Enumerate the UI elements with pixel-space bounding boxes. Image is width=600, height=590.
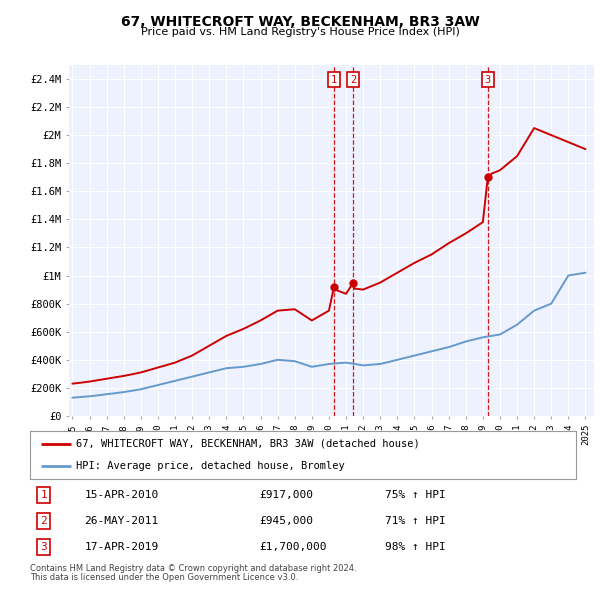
- Text: 1: 1: [331, 75, 337, 85]
- Text: 3: 3: [40, 542, 47, 552]
- Text: 15-APR-2010: 15-APR-2010: [85, 490, 159, 500]
- Text: 3: 3: [485, 75, 491, 85]
- Text: £1,700,000: £1,700,000: [259, 542, 327, 552]
- Text: HPI: Average price, detached house, Bromley: HPI: Average price, detached house, Brom…: [76, 461, 345, 471]
- Text: 67, WHITECROFT WAY, BECKENHAM, BR3 3AW: 67, WHITECROFT WAY, BECKENHAM, BR3 3AW: [121, 15, 479, 29]
- Text: 2: 2: [350, 75, 356, 85]
- Text: Price paid vs. HM Land Registry's House Price Index (HPI): Price paid vs. HM Land Registry's House …: [140, 27, 460, 37]
- Text: 1: 1: [40, 490, 47, 500]
- Text: 67, WHITECROFT WAY, BECKENHAM, BR3 3AW (detached house): 67, WHITECROFT WAY, BECKENHAM, BR3 3AW (…: [76, 439, 420, 449]
- Text: 75% ↑ HPI: 75% ↑ HPI: [385, 490, 446, 500]
- Text: 26-MAY-2011: 26-MAY-2011: [85, 516, 159, 526]
- Text: £945,000: £945,000: [259, 516, 313, 526]
- Text: £917,000: £917,000: [259, 490, 313, 500]
- Text: 71% ↑ HPI: 71% ↑ HPI: [385, 516, 446, 526]
- Text: This data is licensed under the Open Government Licence v3.0.: This data is licensed under the Open Gov…: [30, 573, 298, 582]
- Text: 98% ↑ HPI: 98% ↑ HPI: [385, 542, 446, 552]
- Text: Contains HM Land Registry data © Crown copyright and database right 2024.: Contains HM Land Registry data © Crown c…: [30, 564, 356, 573]
- Text: 17-APR-2019: 17-APR-2019: [85, 542, 159, 552]
- Text: 2: 2: [40, 516, 47, 526]
